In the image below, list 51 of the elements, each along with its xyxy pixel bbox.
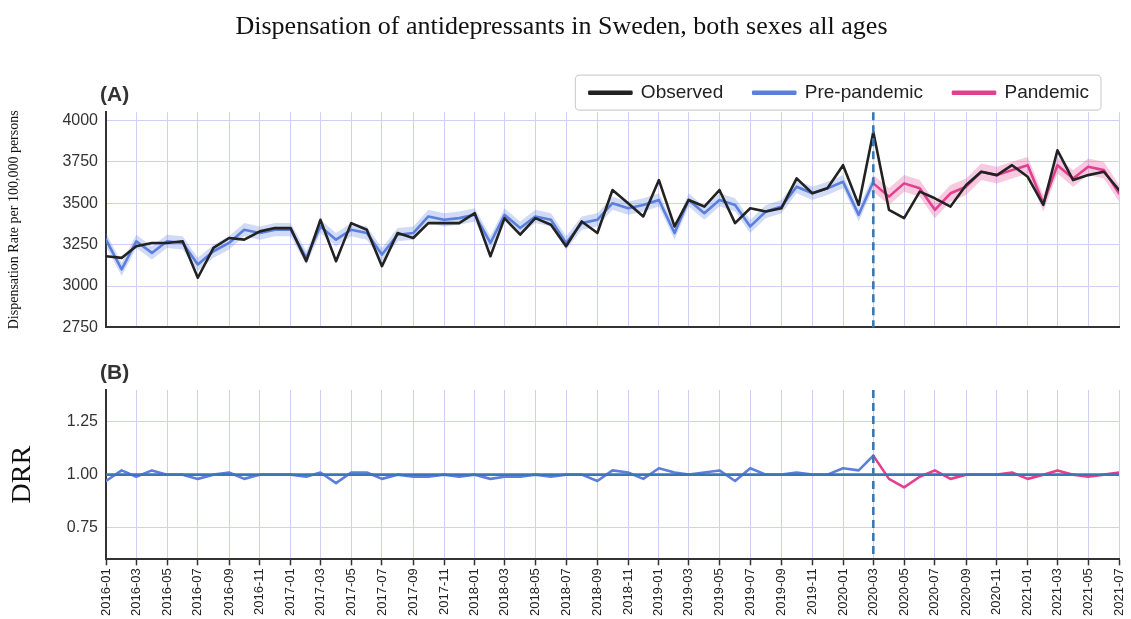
x-tick-label: 2021-07: [1110, 568, 1126, 617]
y-tick-label: 3000: [62, 276, 99, 294]
x-tick-label: 2017-11: [435, 568, 451, 616]
x-tick-label: 2021-01: [1019, 568, 1035, 617]
x-tick-label: 2019-01: [650, 568, 666, 617]
x-tick-label: 2019-03: [680, 568, 696, 617]
x-tick-label: 2021-03: [1049, 568, 1065, 617]
x-tick-label: 2016-05: [158, 568, 174, 617]
y-tick-label: 1.00: [66, 465, 99, 483]
x-tick-label: 2018-05: [526, 568, 542, 617]
x-tick-label: 2018-01: [466, 568, 482, 617]
y-tick-label: 3500: [62, 193, 99, 211]
y-tick-label: 0.75: [66, 517, 99, 535]
x-tick-label: 2017-09: [404, 568, 420, 617]
chart-title: Dispensation of antidepressants in Sweden, both sexes all ages: [235, 11, 888, 41]
y-tick-label: 1.25: [66, 412, 99, 430]
x-tick-label: 2019-09: [773, 568, 789, 617]
x-tick-label: 2019-07: [741, 568, 757, 617]
x-tick-label: 2016-01: [97, 568, 113, 617]
x-tick-label: 2017-01: [282, 568, 298, 617]
x-tick-label: 2020-01: [834, 568, 850, 617]
legend-label: Pandemic: [1004, 80, 1090, 102]
y-axis-title: DRR: [5, 445, 37, 504]
x-tick-label: 2017-05: [342, 568, 358, 617]
x-tick-label: 2019-05: [711, 568, 727, 617]
x-tick-label: 2017-03: [311, 568, 327, 617]
x-tick-label: 2016-11: [251, 568, 267, 616]
x-tick-label: 2018-11: [619, 568, 635, 616]
y-tick-label: 4000: [62, 110, 99, 128]
x-tick-label: 2020-07: [926, 568, 942, 617]
x-tick-label: 2020-05: [895, 568, 911, 617]
y-tick-label: 2750: [62, 317, 99, 335]
x-tick-label: 2018-09: [588, 568, 604, 617]
x-tick-label: 2018-07: [557, 568, 573, 617]
chart-title: (B): [100, 360, 130, 384]
x-tick-label: 2020-03: [864, 568, 880, 617]
x-tick-label: 2019-11: [803, 568, 819, 616]
x-tick-label: 2016-03: [127, 568, 143, 617]
y-axis-title: Dispensation Rate per 100,000 persons: [6, 110, 22, 330]
y-tick-label: 3250: [62, 235, 99, 253]
y-tick-label: 3750: [62, 152, 99, 170]
x-tick-label: 2016-09: [220, 568, 236, 617]
legend-label: Pre-pandemic: [804, 80, 924, 102]
x-tick-label: 2017-07: [373, 568, 389, 617]
x-tick-label: 2020-11: [988, 568, 1004, 616]
x-tick-label: 2016-07: [189, 568, 205, 617]
x-tick-label: 2021-05: [1079, 568, 1095, 617]
x-tick-label: 2020-09: [957, 568, 973, 617]
chart-subtitle: (A): [100, 82, 130, 106]
legend-label: Observed: [640, 80, 724, 102]
x-tick-label: 2018-03: [496, 568, 512, 617]
